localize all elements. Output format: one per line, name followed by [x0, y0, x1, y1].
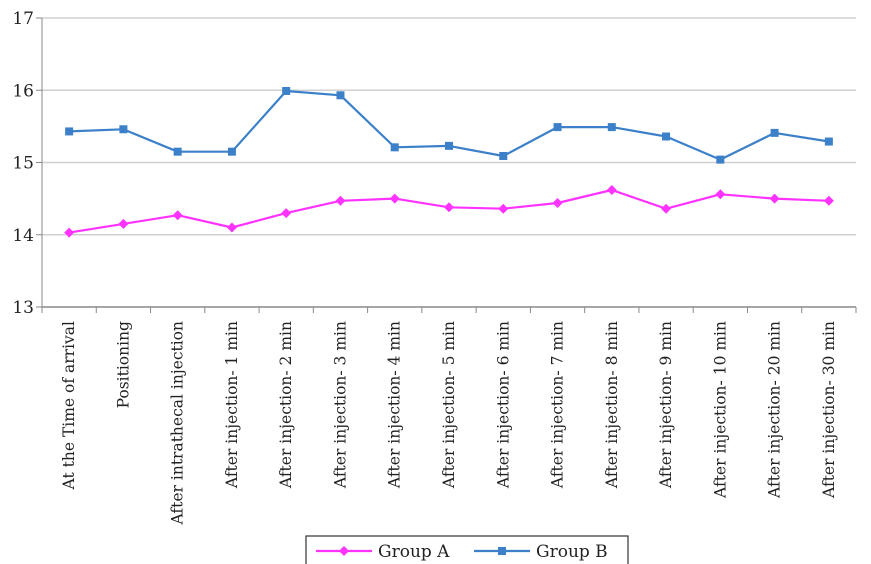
data-point [65, 127, 74, 136]
data-point [607, 123, 616, 132]
x-tick-label: Positioning [114, 321, 132, 408]
data-point [336, 91, 345, 100]
x-tick-label: After injection- 6 min [494, 321, 512, 489]
data-point [552, 197, 563, 208]
x-tick-labels: At the Time of arrival Positioning After i… [60, 321, 838, 526]
data-point [227, 147, 236, 156]
y-tick-label: 17 [12, 9, 34, 29]
x-tick-label: After injection- 30 min [820, 321, 838, 499]
data-point [335, 195, 346, 206]
data-point [172, 210, 183, 221]
data-point [662, 132, 671, 141]
data-point [64, 227, 75, 238]
series-1 [64, 184, 834, 238]
data-point [281, 208, 292, 219]
x-tick-label: After injection- 5 min [440, 321, 458, 489]
y-tick-label: 14 [12, 226, 34, 246]
data-point [823, 195, 834, 206]
x-tick-label: After injection- 9 min [657, 321, 675, 489]
data-point [498, 203, 509, 214]
data-point [661, 203, 672, 214]
gridlines [42, 17, 856, 236]
y-tick-label: 13 [12, 298, 34, 318]
x-tick-label: After injection- 2 min [277, 321, 295, 489]
data-point [444, 202, 454, 213]
data-point [226, 222, 237, 233]
axes [36, 17, 857, 313]
data-point [716, 155, 725, 164]
data-point [119, 125, 128, 134]
legend: Group A Group B [305, 535, 629, 564]
data-point [824, 137, 833, 146]
x-tick-label: After injection- 8 min [603, 321, 621, 489]
data-point [389, 193, 400, 204]
legend-label: Group B [536, 542, 608, 562]
x-tick-label: After injection- 4 min [386, 321, 404, 489]
x-tick-label: After injection- 7 min [549, 321, 567, 489]
x-tick-label: After injection- 3 min [331, 321, 349, 489]
series-2 [65, 86, 833, 164]
x-tick-label: After injection- 1 min [223, 321, 241, 489]
legend-label: Group A [378, 542, 450, 562]
series-layer [64, 86, 834, 238]
x-tick-label: After injection- 10 min [711, 321, 729, 499]
y-tick-label: 16 [12, 81, 34, 101]
legend-item: Group B [474, 542, 608, 562]
y-tick-label: 15 [12, 154, 34, 174]
data-point [553, 123, 562, 132]
legend-marker [339, 546, 349, 556]
data-point [770, 128, 779, 137]
data-point [118, 218, 129, 229]
x-tick-label: At the Time of arrival [60, 321, 78, 490]
data-point [715, 189, 726, 200]
x-tick-label: After intrathecal injection [169, 321, 187, 526]
x-tick-label: After injection- 20 min [766, 321, 784, 499]
data-point [499, 151, 508, 160]
data-point [606, 184, 617, 195]
data-point [173, 147, 182, 156]
legend-item: Group A [316, 542, 450, 562]
data-point [769, 193, 780, 204]
data-point [445, 141, 453, 150]
legend-marker [498, 547, 506, 555]
data-point [282, 86, 291, 95]
y-tick-labels: 13 14 15 16 17 [12, 9, 34, 318]
data-point [390, 143, 399, 152]
